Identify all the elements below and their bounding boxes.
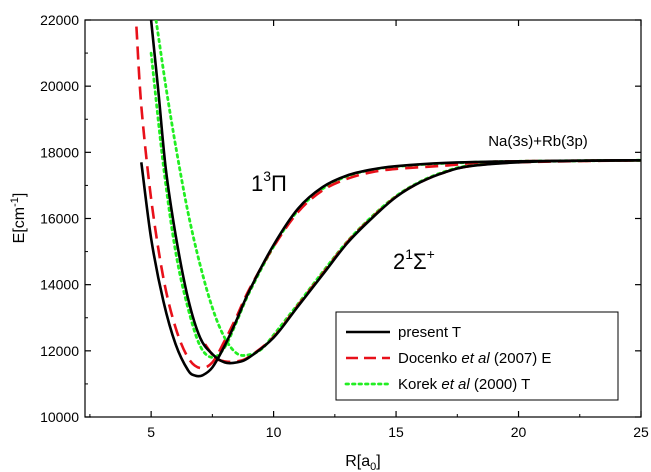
- x-tick-label: 10: [266, 424, 282, 440]
- legend: present T Docenko et al (2007) E Korek et …: [335, 311, 619, 401]
- legend-label: Docenko et al (2007) E: [398, 350, 551, 367]
- y-tick-label: 20000: [40, 78, 79, 94]
- y-tick-label: 16000: [40, 211, 79, 227]
- y-tick-label: 22000: [40, 12, 79, 28]
- y-tick-label: 14000: [40, 277, 79, 293]
- y-tick-label: 12000: [40, 343, 79, 359]
- x-tick-label: 15: [388, 424, 404, 440]
- state-label-sigma: 21Σ+: [393, 246, 435, 274]
- legend-label: present T: [398, 324, 461, 341]
- series-line-dotted-sigma: [154, 20, 641, 357]
- legend-label: Korek et al (2000) T: [398, 376, 530, 393]
- y-tick-label: 18000: [40, 144, 79, 160]
- x-tick-label: 20: [511, 424, 527, 440]
- series-line-solid-sigma: [149, 20, 641, 365]
- asymptote-label: Na(3s)+Rb(3p): [488, 133, 588, 150]
- y-axis-title: E[cm-1]: [9, 193, 28, 244]
- y-tick-label: 10000: [40, 409, 79, 425]
- x-tick-label: 25: [633, 424, 649, 440]
- x-axis-title: R[a0]: [345, 453, 380, 472]
- legend-box: [335, 311, 619, 401]
- series-line-solid-pi: [140, 159, 641, 378]
- x-tick-label: 5: [147, 424, 155, 440]
- state-label-pi: 13Π: [251, 168, 287, 196]
